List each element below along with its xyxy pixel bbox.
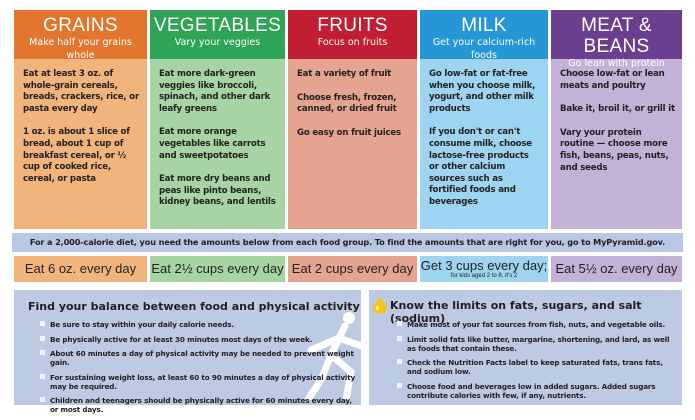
item-text: Check the Nutrition Facts label to keep … [407,358,663,376]
food-group-milk: MILK Get your calcium-rich foods Go low-fa… [420,10,548,229]
limits-title: Know the limits on fats, sugars, and sal… [390,299,642,325]
food-group-tips: Choose low-fat or lean meats and poultry… [551,59,682,229]
list-item: Be physically active for at least 30 min… [40,335,360,344]
bullet-icon [40,350,45,355]
food-group-header: MILK Get your calcium-rich foods [420,10,548,61]
food-group-header: MEAT & BEANS Go lean with protein [551,10,682,69]
bullet-icon [397,321,402,326]
tip: Go easy on fruit juices [297,127,401,138]
balance-list: Be sure to stay within your daily calori… [40,320,360,420]
food-group-subtitle: Vary your veggies [174,37,261,48]
amount-text: Eat 6 oz. every day [24,261,137,276]
food-group-vegetables: VEGETABLES Vary your veggies Eat more dark… [150,10,285,229]
item-text: Limit solid fats like butter, margarine,… [407,334,670,353]
bullet-icon [40,321,45,326]
food-group-fruits: FRUITS Focus on fruits Eat a variety of fr… [288,10,417,229]
calorie-banner: For a 2,000-calorie diet, you need the a… [12,233,683,252]
oil-drop-icon [373,296,387,314]
amount-milk: Get 3 cups every day; for kids aged 2 to … [420,256,548,282]
amount-text: Get 3 cups every day; [420,258,548,273]
amount-text: Eat 2 cups every day [291,261,414,276]
list-item: Check the Nutrition Facts label to keep … [397,358,679,376]
amount-note: for kids aged 2 to 8, it's 2 [450,273,518,279]
item-text: Choose food and beverages low in added s… [407,381,656,400]
item-text: Children and teenagers should be physica… [50,396,352,414]
item-text: Make most of your fat sources from fish,… [407,320,666,329]
amount-fruits: Eat 2 cups every day [288,256,417,282]
bullet-icon [40,373,45,379]
food-group-title: FRUITS [317,15,388,36]
item-text: About 60 minutes a day of physical activ… [50,349,354,367]
tip: Eat a variety of fruit [297,69,392,79]
limits-panel: Know the limits on fats, sugars, and sal… [369,290,682,405]
list-item: Make most of your fat sources from fish,… [397,320,679,329]
item-text: Be sure to stay within your daily calori… [50,320,234,329]
tip: Go low-fat or fat-free when you choose m… [429,69,536,114]
amount-text: Eat 5½ oz. every day [555,261,678,276]
tip: Eat at least 3 oz. of whole-grain cereal… [23,69,139,114]
tip: Bake it, broil it, or grill it [560,104,675,115]
food-group-tips: Eat a variety of fruit Choose fresh, froz… [288,59,417,229]
list-item: For sustaining weight loss, at least 60 … [40,373,360,391]
food-group-subtitle: Get your calcium-rich foods [432,37,536,61]
food-group-title: MILK [461,15,507,36]
food-group-title: GRAINS [43,15,118,36]
food-group-subtitle: Make half your grains whole [29,37,132,61]
tip: Eat more orange vegetables like carrots … [159,127,266,161]
food-group-tips: Eat more dark-green veggies like broccol… [150,59,285,229]
bullet-icon [40,335,45,341]
bullet-icon [40,397,45,402]
food-group-subtitle: Go lean with protein [568,58,665,69]
food-group-tips: Go low-fat or fat-free when you choose m… [420,59,548,229]
list-item: Children and teenagers should be physica… [40,396,360,414]
list-item: Be sure to stay within your daily calori… [40,320,360,329]
bullet-icon [397,382,402,388]
tip: Choose low-fat or lean meats and poultry [560,69,665,91]
running-figure-icon [305,312,361,400]
limits-list: Make most of your fat sources from fish,… [397,320,679,405]
food-group-grains: GRAINS Make half your grains whole Eat at … [14,10,147,229]
food-group-title: MEAT & BEANS [581,15,652,57]
bullet-icon [397,359,402,364]
food-group-tips: Eat at least 3 oz. of whole-grain cereal… [14,59,147,229]
balance-title: Find your balance between food and physi… [28,300,360,313]
amount-text: Eat 2½ cups every day [151,261,284,276]
balance-panel: Find your balance between food and physi… [14,290,361,414]
food-group-header: GRAINS Make half your grains whole [14,10,147,61]
tip: 1 oz. is about 1 slice of bread, about 1… [23,127,130,184]
list-item: Limit solid fats like butter, margarine,… [397,335,679,353]
bullet-icon [397,335,402,341]
item-text: For sustaining weight loss, at least 60 … [50,372,356,391]
food-group-header: FRUITS Focus on fruits [288,10,417,59]
tip: Vary your protein routine — choose more … [560,127,669,173]
amount-meat-beans: Eat 5½ oz. every day [551,256,682,282]
food-group-header: VEGETABLES Vary your veggies [150,10,285,59]
list-item: About 60 minutes a day of physical activ… [40,349,360,367]
tip: Choose fresh, frozen, canned, or dried f… [297,92,397,115]
amount-vegetables: Eat 2½ cups every day [150,256,285,282]
food-group-title: VEGETABLES [153,15,282,36]
tip: Eat more dark-green veggies like broccol… [159,69,271,114]
food-group-meat-beans: MEAT & BEANS Go lean with protein Choose l… [551,10,682,229]
food-group-subtitle: Focus on fruits [317,37,388,48]
list-item: Choose food and beverages low in added s… [397,382,679,400]
item-text: Be physically active for at least 30 min… [50,334,313,344]
amount-grains: Eat 6 oz. every day [14,256,147,282]
tip: Eat more dry beans and peas like pinto b… [159,174,276,208]
tip: If you don't or can't consume milk, choo… [429,127,532,207]
